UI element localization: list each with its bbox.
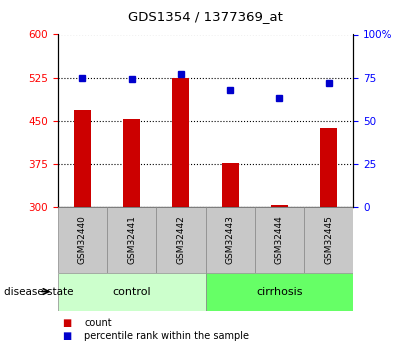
Text: GSM32440: GSM32440 xyxy=(78,215,87,264)
Bar xyxy=(58,273,206,310)
Bar xyxy=(172,78,189,207)
Bar xyxy=(74,110,91,207)
Bar xyxy=(156,207,206,273)
Bar xyxy=(304,207,353,273)
Text: GSM32442: GSM32442 xyxy=(176,215,185,264)
Bar xyxy=(222,163,239,207)
Bar xyxy=(271,205,288,207)
Text: percentile rank within the sample: percentile rank within the sample xyxy=(84,332,249,341)
Bar xyxy=(58,207,107,273)
Text: GSM32444: GSM32444 xyxy=(275,215,284,264)
Text: GSM32441: GSM32441 xyxy=(127,215,136,264)
Text: GSM32445: GSM32445 xyxy=(324,215,333,264)
Text: ■: ■ xyxy=(62,318,71,327)
Bar xyxy=(255,207,304,273)
Bar xyxy=(123,119,140,207)
Text: GSM32443: GSM32443 xyxy=(226,215,235,264)
Bar xyxy=(320,128,337,207)
Text: count: count xyxy=(84,318,112,327)
Text: GDS1354 / 1377369_at: GDS1354 / 1377369_at xyxy=(128,10,283,23)
Text: ■: ■ xyxy=(62,332,71,341)
Text: control: control xyxy=(112,287,151,296)
Bar xyxy=(206,207,255,273)
Text: cirrhosis: cirrhosis xyxy=(256,287,303,296)
Text: disease state: disease state xyxy=(4,287,74,296)
Bar xyxy=(206,273,353,310)
Bar xyxy=(107,207,156,273)
